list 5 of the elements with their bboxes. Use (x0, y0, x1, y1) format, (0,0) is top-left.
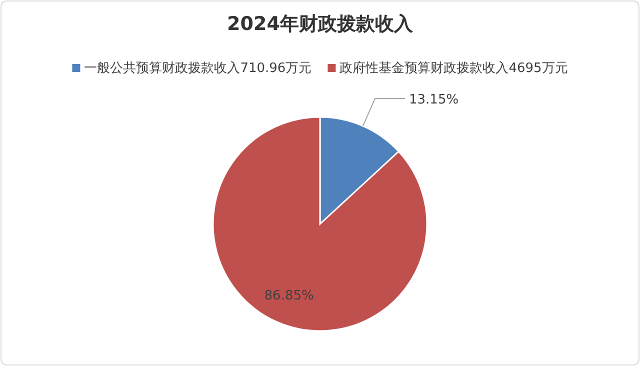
legend-label: 一般公共预算财政拨款收入710.96万元 (84, 61, 312, 76)
data-label: 13.15% (409, 92, 459, 108)
chart-title: 2024年财政拨款收入 (227, 13, 414, 35)
legend-label: 政府性基金预算财政拨款收入4695万元 (340, 60, 568, 76)
data-label: 86.85% (264, 288, 314, 304)
